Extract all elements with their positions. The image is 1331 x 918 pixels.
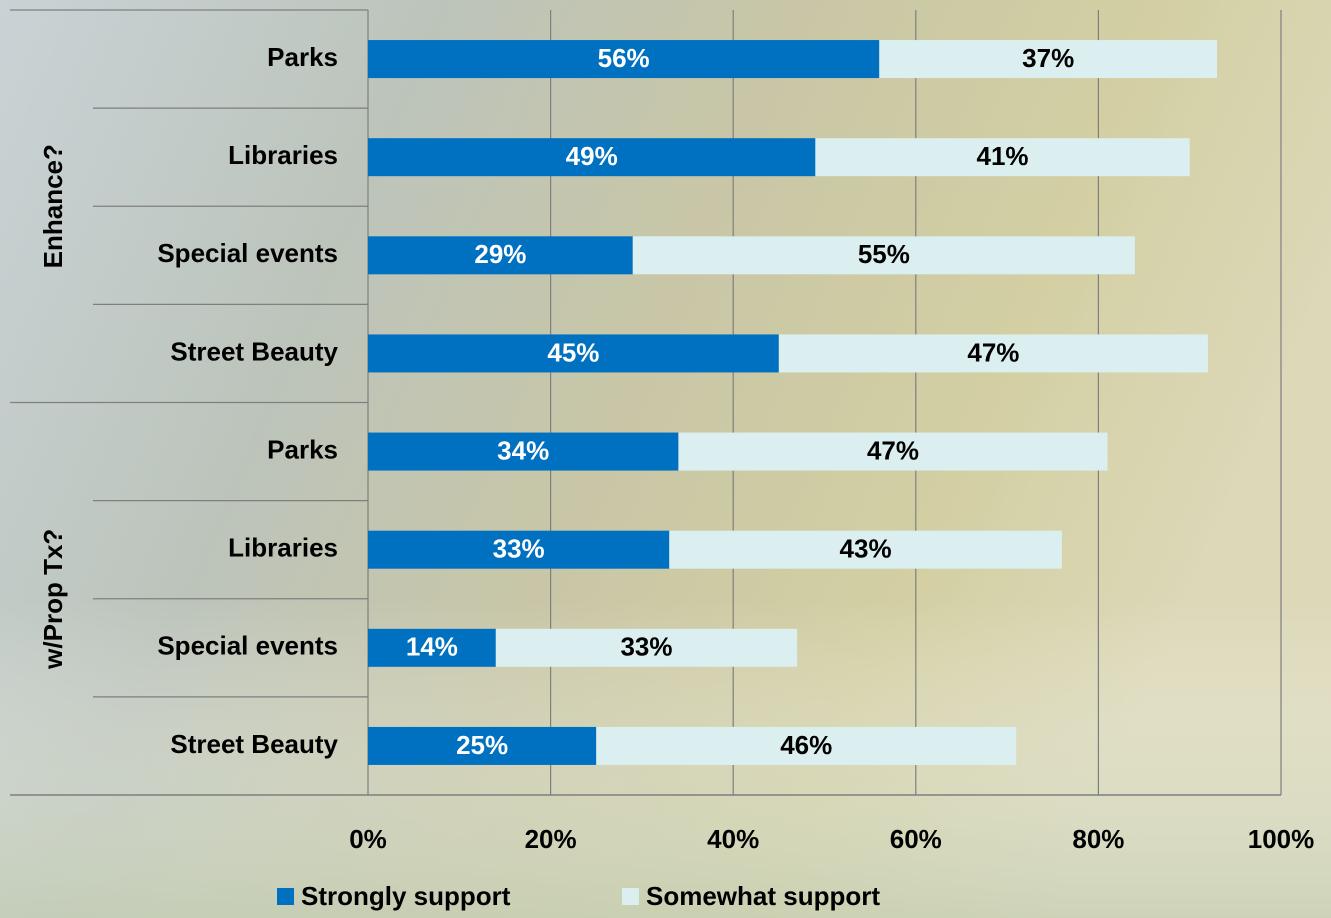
category-label: Street Beauty [170, 336, 338, 366]
category-label: Special events [157, 238, 338, 268]
category-label: Special events [157, 631, 338, 661]
category-label: Parks [267, 42, 338, 72]
x-tick-label: 40% [707, 824, 759, 854]
value-label: 29% [474, 239, 526, 269]
value-label: 43% [840, 534, 892, 564]
group-label: Enhance? [38, 144, 68, 268]
value-label: 49% [566, 141, 618, 171]
value-label: 34% [497, 435, 549, 465]
x-tick-label: 0% [349, 824, 387, 854]
page: {"chart_data": {"type": "stacked-bar-hor… [0, 0, 1331, 918]
group-label: w/Prop Tx? [38, 529, 68, 670]
legend-swatch [622, 888, 639, 905]
x-tick-label: 80% [1072, 824, 1124, 854]
value-label: 47% [967, 337, 1019, 367]
category-label: Libraries [228, 533, 338, 563]
chart: 0% 20% 40% 60% 80% 100% Enhance? w/Prop Tx? Park… [0, 0, 1331, 918]
value-label: 25% [456, 730, 508, 760]
value-label: 33% [620, 632, 672, 662]
legend-label: Strongly support [301, 881, 511, 911]
category-label: Parks [267, 434, 338, 464]
value-label: 47% [867, 435, 919, 465]
value-label: 14% [406, 632, 458, 662]
category-label: Street Beauty [170, 729, 338, 759]
x-tick-label: 60% [890, 824, 942, 854]
value-label: 41% [977, 141, 1029, 171]
value-label: 37% [1022, 43, 1074, 73]
legend-label: Somewhat support [646, 881, 880, 911]
value-label: 33% [493, 534, 545, 564]
category-label: Libraries [228, 140, 338, 170]
value-label: 46% [780, 730, 832, 760]
x-tick-label: 20% [525, 824, 577, 854]
value-label: 45% [547, 337, 599, 367]
value-label: 56% [598, 43, 650, 73]
x-tick-label: 100% [1248, 824, 1315, 854]
legend-swatch [277, 888, 294, 905]
value-label: 55% [858, 239, 910, 269]
